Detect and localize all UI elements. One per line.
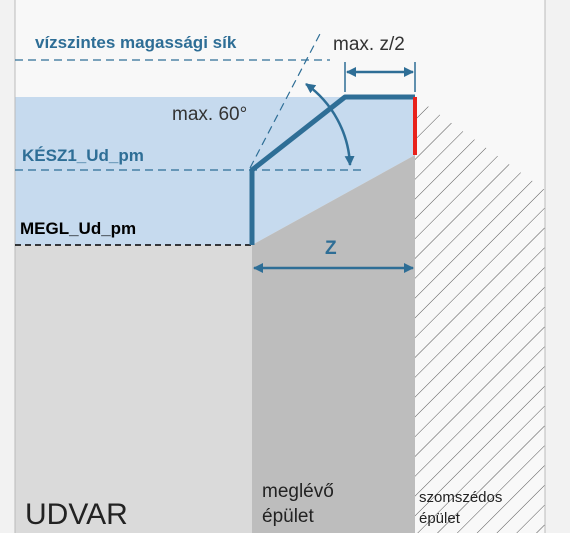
z-label: Z — [325, 238, 337, 259]
neighbor-label: épület — [419, 510, 461, 527]
yard-label: UDVAR — [25, 498, 128, 531]
megl-label: MEGL_Ud_pm — [20, 219, 136, 238]
half-z-label: max. z/2 — [333, 34, 405, 55]
neighbor-label: szomszédos — [419, 489, 502, 506]
yard — [15, 245, 252, 533]
existing-label: épület — [262, 506, 314, 527]
angle-arc — [305, 82, 355, 166]
angle-label: max. 60° — [172, 104, 247, 125]
neighbor-building — [415, 97, 545, 533]
existing-building — [252, 155, 415, 533]
existing-label: meglévő — [262, 481, 334, 502]
horizontal-plane-label: vízszintes magassági sík — [35, 33, 237, 52]
roof-outline — [249, 94, 415, 245]
kesz-label: KÉSZ1_Ud_pm — [22, 146, 144, 165]
